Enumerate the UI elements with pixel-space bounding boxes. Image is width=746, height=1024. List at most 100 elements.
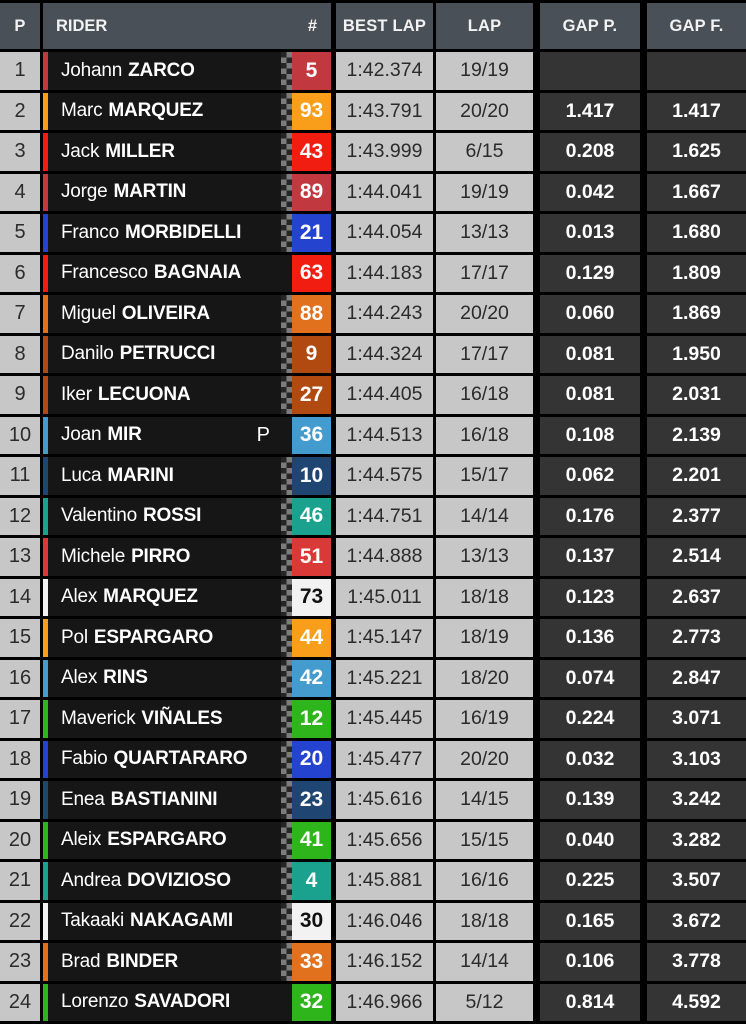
team-color-stripe [43, 862, 48, 900]
rider-name: Michele PIRRO [48, 538, 281, 576]
position-cell: 17 [0, 700, 40, 738]
table-row[interactable]: 9 Iker LECUONA 27 1:44.405 16/18 0.081 2… [0, 376, 746, 414]
gap-first-cell: 3.103 [647, 740, 746, 778]
best-lap-cell: 1:45.011 [336, 578, 433, 616]
finish-flag-icon [281, 902, 292, 940]
gap-first-cell: 1.417 [647, 92, 746, 130]
rider-last-name: QUARTARARO [113, 748, 248, 770]
rider-number-badge: 73 [292, 578, 331, 616]
table-row[interactable]: 13 Michele PIRRO 51 1:44.888 13/13 0.137… [0, 538, 746, 576]
table-row[interactable]: 10 Joan MIR P 36 1:44.513 16/18 0.108 2.… [0, 416, 746, 454]
rider-name: Andrea DOVIZIOSO [48, 862, 281, 900]
rider-last-name: NAKAGAMI [130, 910, 233, 932]
best-lap-time: 1:46.152 [346, 950, 423, 973]
finish-flag-icon [281, 862, 292, 900]
rider-last-name: LECUONA [97, 383, 191, 405]
rider-cell: Takaaki NAKAGAMI 30 [43, 902, 331, 940]
position-cell: 6 [0, 254, 40, 292]
table-row[interactable]: 16 Alex RINS 42 1:45.221 18/20 0.074 2.8… [0, 659, 746, 697]
rider-number-badge: 23 [292, 781, 331, 819]
table-row[interactable]: 23 Brad BINDER 33 1:46.152 14/14 0.106 3… [0, 943, 746, 981]
gap-first-value: 2.514 [672, 545, 721, 568]
table-row[interactable]: 21 Andrea DOVIZIOSO 4 1:45.881 16/16 0.2… [0, 862, 746, 900]
rider-cell: Fabio QUARTARARO 20 [43, 740, 331, 778]
table-row[interactable]: 12 Valentino ROSSI 46 1:44.751 14/14 0.1… [0, 497, 746, 536]
team-color-stripe [43, 92, 48, 130]
position-number: 17 [8, 707, 32, 730]
gap-first-cell: 4.592 [647, 983, 746, 1021]
header-position: P [0, 3, 40, 49]
table-row[interactable]: 19 Enea BASTIANINI 23 1:45.616 14/15 0.1… [0, 781, 746, 819]
header-rider-label: RIDER [56, 16, 108, 35]
table-row[interactable]: 15 Pol ESPARGARO 44 1:45.147 18/19 0.136… [0, 619, 746, 657]
gap-previous-value: 0.123 [565, 585, 615, 608]
position-cell: 22 [0, 902, 40, 940]
lap-count: 5/12 [465, 990, 504, 1013]
rider-name: Marc MARQUEZ [48, 93, 281, 131]
gap-previous-cell: 0.176 [540, 497, 640, 535]
lap-count-cell: 15/15 [436, 821, 533, 859]
table-row[interactable]: 4 Jorge MARTIN 89 1:44.041 19/19 0.042 1… [0, 173, 746, 211]
table-row[interactable]: 2 Marc MARQUEZ 93 1:43.791 20/20 1.417 1… [0, 92, 746, 131]
best-lap-cell: 1:43.791 [336, 92, 433, 130]
finish-flag-icon [281, 214, 292, 252]
lap-count-cell: 16/19 [436, 700, 533, 738]
best-lap-cell: 1:46.966 [336, 983, 433, 1021]
position-cell: 15 [0, 619, 40, 657]
rider-number: 33 [299, 949, 324, 973]
table-row[interactable]: 11 Luca MARINI 10 1:44.575 15/17 0.062 2… [0, 457, 746, 495]
rider-name: Luca MARINI [48, 457, 281, 495]
gap-first-value: 2.847 [672, 666, 721, 689]
best-lap-cell: 1:45.881 [336, 862, 433, 900]
table-row[interactable]: 7 Miguel OLIVEIRA 88 1:44.243 20/20 0.06… [0, 295, 746, 333]
gap-previous-cell: 0.042 [540, 173, 640, 211]
rider-cell: Marc MARQUEZ 93 [43, 92, 331, 131]
rider-first-name: Joan [61, 424, 102, 446]
table-row[interactable]: 8 Danilo PETRUCCI 9 1:44.324 17/17 0.081… [0, 335, 746, 373]
best-lap-cell: 1:42.374 [336, 52, 433, 90]
rider-first-name: Alex [61, 586, 98, 608]
position-number: 11 [9, 464, 31, 487]
rider-first-name: Michele [61, 545, 126, 567]
gap-previous-cell: 1.417 [540, 92, 640, 130]
rider-name: Johann ZARCO [48, 52, 281, 90]
table-row[interactable]: 24 Lorenzo SAVADORI 32 1:46.966 5/12 0.8… [0, 983, 746, 1021]
rider-number-badge: 27 [292, 376, 331, 414]
best-lap-time: 1:44.513 [346, 423, 423, 446]
rider-cell: Maverick VIÑALES 12 [43, 700, 331, 738]
position-cell: 18 [0, 740, 40, 778]
table-row[interactable]: 5 Franco MORBIDELLI 21 1:44.054 13/13 0.… [0, 214, 746, 252]
lap-count-cell: 13/13 [436, 538, 533, 576]
rider-number-badge: 21 [292, 214, 331, 252]
table-row[interactable]: 20 Aleix ESPARGARO 41 1:45.656 15/15 0.0… [0, 821, 746, 859]
rider-number: 88 [299, 301, 324, 325]
table-row[interactable]: 17 Maverick VIÑALES 12 1:45.445 16/19 0.… [0, 700, 746, 738]
rider-name: Valentino ROSSI [48, 498, 281, 536]
gap-first-cell: 1.625 [647, 133, 746, 171]
rider-number: 23 [299, 787, 324, 811]
rider-number: 63 [299, 261, 324, 285]
rider-last-name: BAGNAIA [153, 262, 242, 284]
team-color-stripe [43, 700, 48, 738]
lap-count-cell: 16/18 [436, 416, 533, 454]
table-row[interactable]: 1 Johann ZARCO 5 1:42.374 19/19 [0, 52, 746, 90]
table-row[interactable]: 18 Fabio QUARTARARO 20 1:45.477 20/20 0.… [0, 740, 746, 778]
gap-first-cell: 2.031 [647, 376, 746, 414]
gap-first-cell: 3.071 [647, 700, 746, 738]
finish-flag-icon [281, 376, 292, 414]
rider-number: 51 [299, 544, 324, 568]
table-row[interactable]: 6 Francesco BAGNAIA 63 1:44.183 17/17 0.… [0, 254, 746, 292]
rider-first-name: Valentino [61, 505, 138, 527]
table-row[interactable]: 14 Alex MARQUEZ 73 1:45.011 18/18 0.123 … [0, 578, 746, 616]
lap-count: 6/15 [465, 140, 504, 163]
gap-first-cell: 2.637 [647, 578, 746, 616]
table-row[interactable]: 3 Jack MILLER 43 1:43.999 6/15 0.208 1.6… [0, 133, 746, 171]
gap-previous-value: 0.165 [565, 909, 615, 932]
best-lap-cell: 1:45.656 [336, 821, 433, 859]
rider-first-name: Jorge [61, 181, 108, 203]
table-row[interactable]: 22 Takaaki NAKAGAMI 30 1:46.046 18/18 0.… [0, 902, 746, 940]
gap-previous-value: 0.042 [565, 180, 615, 203]
position-number: 14 [8, 585, 32, 608]
gap-first-cell: 2.377 [647, 497, 746, 535]
gap-first-value: 1.869 [672, 302, 721, 325]
